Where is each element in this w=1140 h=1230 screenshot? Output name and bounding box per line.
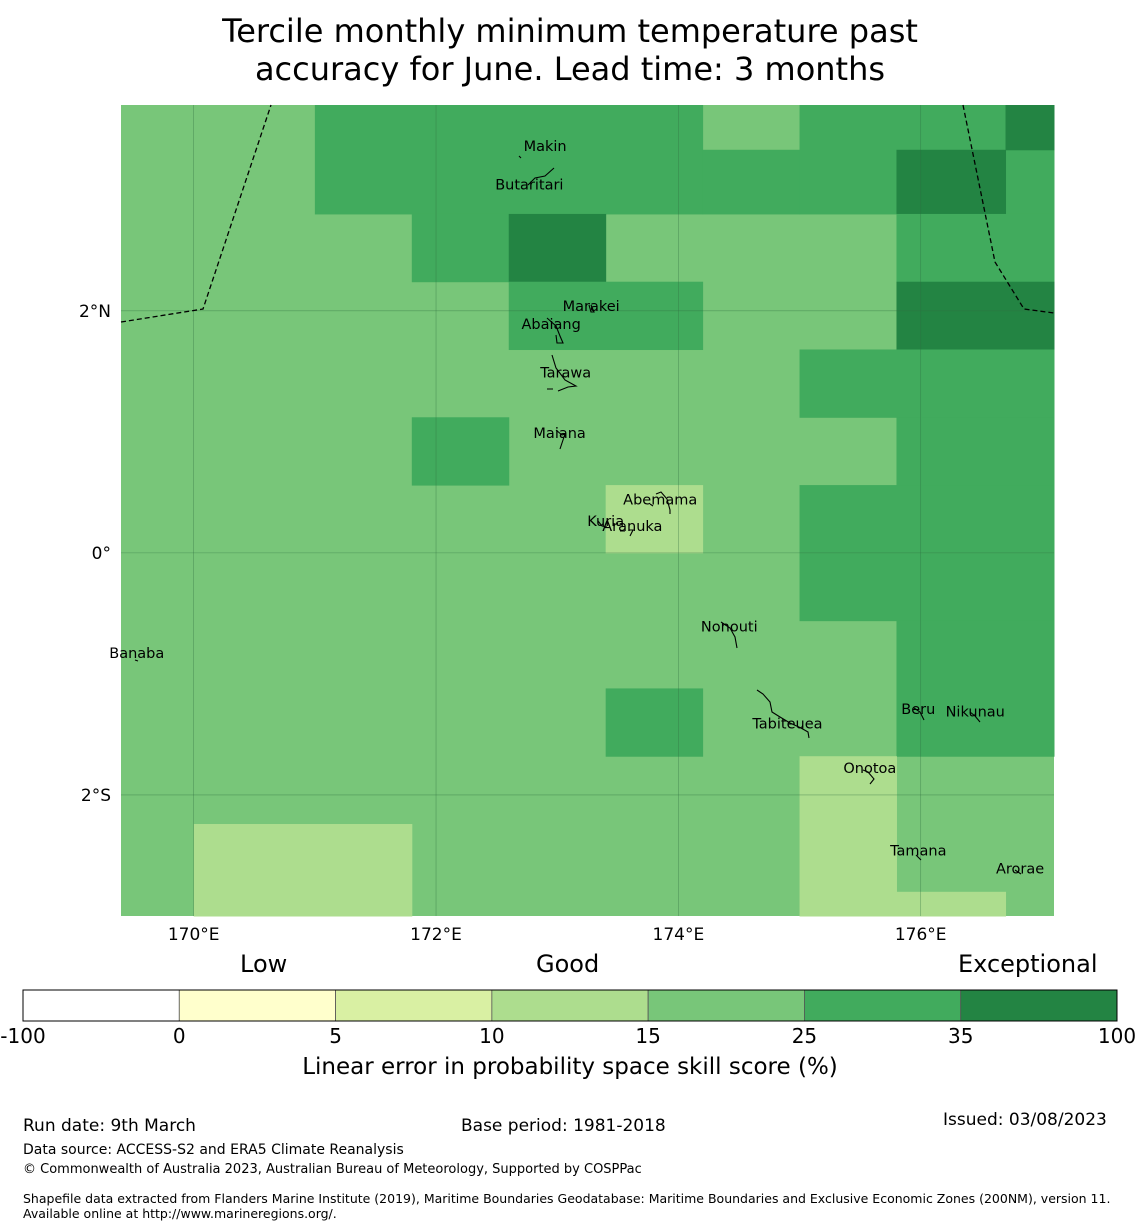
heatmap-cell: [508, 213, 607, 283]
island-label: Maiana: [533, 426, 585, 442]
island-label: Marakei: [563, 299, 620, 315]
colorbar-tick-label: 15: [635, 1024, 660, 1045]
island-label: Arorae: [996, 862, 1044, 878]
colorbar-tick-label: 35: [948, 1024, 973, 1045]
island-label: Butaritari: [495, 178, 563, 194]
heatmap-cell: [314, 105, 704, 215]
heatmap-cell: [799, 756, 897, 917]
colorbar: -100 0 5 10 15 25 35 100: [0, 989, 1136, 1045]
heatmap-cell: [896, 213, 1055, 283]
heatmap-cell: [896, 281, 1055, 351]
island-coastline: [756, 689, 810, 739]
heatmap-cell: [1005, 105, 1055, 151]
island-label: Tabiteuea: [751, 716, 822, 732]
eez-boundary-east: [962, 104, 1055, 314]
colorbar-bin: [647, 989, 805, 1022]
heatmap-cell: [193, 824, 413, 917]
legend-category-low: Low: [240, 950, 288, 978]
island-coastline: [555, 429, 566, 450]
issued-date: Issued: 03/08/2023: [943, 1110, 1107, 1130]
colorbar-tick-label: 100: [1098, 1024, 1136, 1045]
heatmap-cell: [605, 485, 704, 554]
legend-category-good: Good: [536, 950, 600, 978]
island-coastline: [720, 621, 738, 649]
island-coastline: [527, 167, 555, 186]
island-coastline: [862, 769, 875, 785]
heatmap-cell: [896, 149, 1007, 215]
colorbar-bin: [804, 989, 962, 1022]
island-coastline: [518, 155, 522, 159]
x-tick-label: 176°E: [895, 925, 947, 945]
heatmap-cell: [605, 688, 704, 757]
island-label: Beru: [901, 702, 935, 718]
copyright: © Commonwealth of Australia 2023, Austra…: [23, 1162, 642, 1177]
heatmap-cell: [896, 417, 1055, 486]
colorbar-bin: [178, 989, 336, 1022]
island-label: Aranuka: [602, 519, 662, 535]
island-coastline: [134, 659, 139, 662]
island-label: Kuria: [587, 514, 624, 530]
heatmap-cell: [702, 149, 801, 215]
shapefile-credit: Shapefile data extracted from Flanders M…: [23, 1191, 1111, 1221]
island-label: Abaiang: [521, 317, 580, 333]
colorbar-tick-label: 25: [792, 1024, 817, 1045]
island-label: Onotoa: [843, 761, 896, 777]
island-coastline: [913, 707, 925, 721]
island-label: Abemama: [623, 492, 697, 508]
island-coastline: [1014, 869, 1022, 875]
run-date: Run date: 9th March: [23, 1116, 196, 1136]
eez-boundary-west: [120, 104, 272, 323]
island-label: Banaba: [109, 646, 164, 662]
x-tick-label: 170°E: [168, 925, 220, 945]
base-period: Base period: 1981-2018: [461, 1116, 666, 1136]
x-tick-label: 174°E: [653, 925, 705, 945]
heatmap-cell: [411, 417, 510, 486]
colorbar-tick-label: 5: [329, 1024, 342, 1045]
y-tick-label: 2°N: [79, 302, 111, 322]
map-panel: Makin Butaritari Marakei Abaiang Tarawa Maian…: [79, 104, 1055, 945]
colorbar-axis-label: Linear error in probability space skill …: [302, 1054, 838, 1080]
colorbar-tick-label: 10: [479, 1024, 504, 1045]
heatmap-cell: [508, 281, 704, 351]
chart-title-line-1: Tercile monthly minimum temperature past: [222, 12, 918, 50]
x-tick-label: 172°E: [410, 925, 462, 945]
island-label: Nikunau: [946, 704, 1005, 720]
island-coastline: [546, 317, 564, 344]
island-label: Tamana: [889, 843, 946, 859]
island-label: Makin: [524, 139, 567, 155]
island-coastline: [547, 354, 578, 392]
island-coastline: [588, 304, 595, 313]
island-coastline: [915, 854, 922, 861]
island-coastline: [620, 529, 634, 537]
island-coastline: [969, 711, 981, 723]
colorbar-tick-label: 0: [173, 1024, 186, 1045]
legend-category-exceptional: Exceptional: [958, 950, 1098, 978]
data-source: Data source: ACCESS-S2 and ERA5 Climate …: [23, 1142, 404, 1158]
island-label: Tarawa: [539, 365, 591, 381]
island-coastline: [597, 520, 608, 528]
colorbar-tick-label: -100: [0, 1024, 45, 1045]
heatmap-cell: [896, 891, 1007, 917]
colorbar-bin: [491, 989, 649, 1022]
colorbar-frame: [22, 989, 1118, 1022]
heatmap-cell: [411, 213, 510, 283]
colorbar-bin: [22, 989, 180, 1022]
y-tick-label: 0°: [92, 544, 111, 564]
heatmap-cell: [896, 620, 1055, 757]
heatmap-cell: [799, 349, 1055, 418]
heatmap-cell: [1005, 149, 1055, 215]
colorbar-bin: [335, 989, 493, 1022]
y-tick-label: 2°S: [81, 786, 111, 806]
island-coastline: [649, 491, 671, 514]
island-label: Nonouti: [701, 620, 758, 636]
chart-title-line-2: accuracy for June. Lead time: 3 months: [254, 50, 886, 88]
colorbar-bin: [960, 989, 1118, 1022]
